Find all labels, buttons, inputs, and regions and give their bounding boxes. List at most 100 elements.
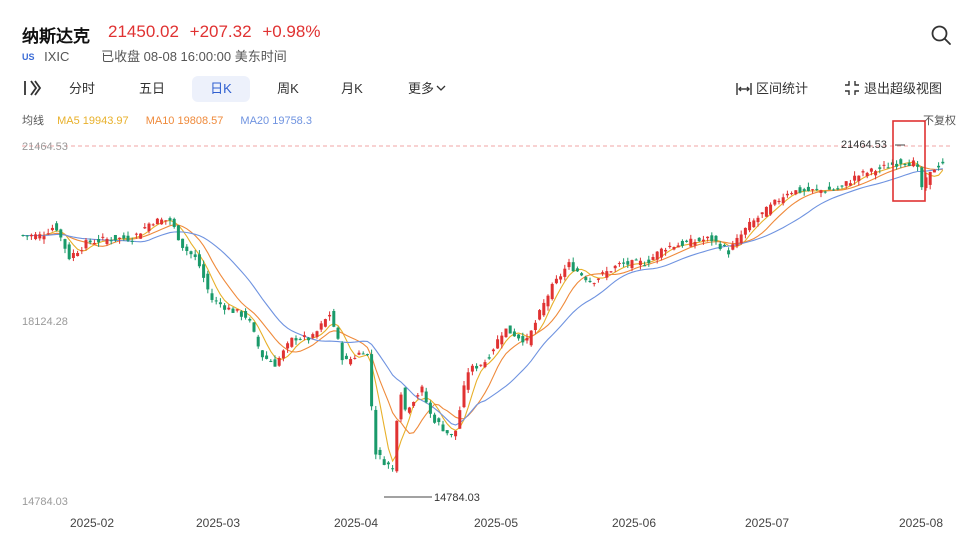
candle (223, 303, 227, 315)
candle (676, 242, 680, 248)
candle (937, 162, 941, 171)
candle (122, 232, 126, 241)
candle-body (647, 259, 651, 264)
candle-body (97, 238, 101, 243)
candle (277, 356, 281, 367)
candle-body (76, 252, 80, 257)
index-name: 纳斯达克 (22, 27, 90, 46)
candle (546, 294, 550, 311)
candle-body (370, 354, 374, 407)
candle (470, 363, 474, 376)
candle (874, 169, 878, 180)
candle-body (84, 240, 88, 249)
candle-body (38, 234, 42, 239)
candle (210, 288, 214, 303)
y-tick-high: 21464.53 (22, 141, 68, 153)
tab-five-day[interactable]: 五日 (138, 81, 165, 96)
candle (714, 235, 718, 245)
candle-body (895, 163, 899, 167)
candle-body (920, 167, 924, 188)
candle (844, 181, 848, 189)
candle (815, 184, 819, 191)
candle-body (71, 252, 75, 258)
candle (626, 257, 630, 269)
candle-body (487, 357, 491, 359)
candle-body (559, 276, 563, 280)
candle-body (907, 162, 911, 166)
candle-body (655, 251, 659, 260)
tab-monthly-k[interactable]: 月K (341, 81, 363, 96)
ma20-value: MA20 19758.3 (240, 115, 312, 127)
candle (806, 182, 810, 192)
candle-body (769, 204, 773, 215)
candle (689, 234, 693, 247)
tab-more[interactable]: 更多 (408, 76, 446, 102)
candle (466, 368, 470, 394)
candle (25, 235, 29, 241)
candle-body (928, 171, 932, 185)
candle (848, 179, 852, 187)
x-tick-2025-08: 2025-08 (899, 516, 943, 530)
candle (46, 228, 50, 236)
x-tick-2025-03: 2025-03 (196, 516, 240, 530)
candle-body (903, 163, 907, 165)
candle (932, 169, 936, 173)
candle-body (168, 218, 172, 221)
candle (533, 320, 537, 334)
search-icon[interactable] (930, 24, 952, 46)
candle-body (596, 278, 600, 280)
candle-body (252, 322, 256, 332)
candle-body (529, 330, 533, 346)
sub-info: US IXIC 已收盘 08-08 16:00:00 美东时间 (22, 46, 287, 65)
candle-body (122, 235, 126, 239)
candle-body (353, 357, 357, 359)
candle (601, 270, 605, 276)
candle (248, 317, 252, 323)
candle-body (676, 245, 680, 248)
exit-super-view-button[interactable]: 退出超级视图 (844, 76, 942, 102)
candle-body (794, 190, 798, 195)
ma-label: 均线 (22, 115, 44, 127)
candle-body (554, 278, 558, 284)
candle-body (298, 338, 302, 340)
ma10-line (23, 164, 943, 434)
x-tick-2025-04: 2025-04 (334, 516, 378, 530)
candle-body (517, 334, 521, 339)
tab-weekly-k[interactable]: 周K (277, 81, 299, 96)
candle (370, 349, 374, 411)
candle-body (739, 234, 743, 244)
candle-body (756, 217, 760, 223)
candle-body (332, 310, 336, 327)
candle (273, 355, 277, 367)
candle (853, 171, 857, 185)
candle (563, 264, 567, 281)
candle-body (80, 250, 84, 252)
tab-daily-k[interactable]: 日K (192, 76, 250, 102)
candle (521, 332, 525, 346)
candle-body (227, 307, 231, 310)
candle (235, 309, 239, 313)
candle (151, 223, 155, 227)
tab-intraday[interactable]: 分时 (68, 81, 95, 96)
panel-toggle-icon[interactable] (22, 78, 42, 98)
range-stats-button[interactable]: 区间统计 (736, 76, 808, 102)
candle-body (134, 233, 138, 235)
candle-body (844, 181, 848, 186)
candle (361, 351, 365, 355)
candle-body (861, 171, 865, 173)
candle (655, 251, 659, 264)
candle-body (760, 212, 764, 215)
price-change: +207.32 (189, 22, 252, 41)
adjust-mode-button[interactable]: 不复权 (923, 115, 956, 127)
candle-body (458, 410, 462, 429)
candle (475, 363, 479, 372)
candle (206, 270, 210, 294)
candle (239, 310, 243, 321)
candle (588, 277, 592, 283)
candle-body (155, 218, 159, 225)
period-tabs: 分时 五日 日K 周K 月K 更多 区间统计 退出超级视图 (22, 74, 952, 104)
candle (752, 218, 756, 228)
candle (785, 190, 789, 198)
candle (790, 191, 794, 196)
